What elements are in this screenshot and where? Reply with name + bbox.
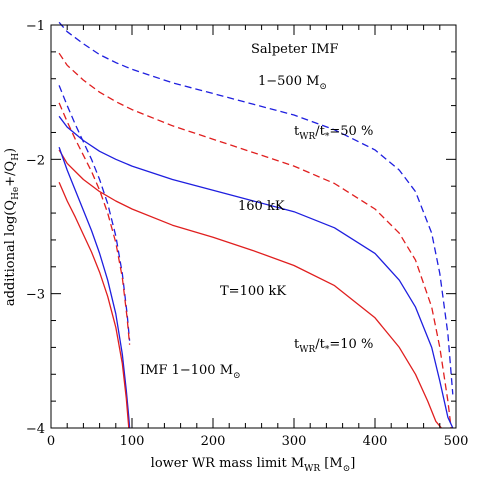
y-tick-label: −4: [26, 422, 45, 437]
slash-t: /t: [315, 337, 325, 352]
y-axis-title-a: additional log(Q: [3, 200, 18, 306]
series-line-blue-dashed-4: [58, 85, 131, 341]
x-tick-label: 400: [363, 434, 388, 449]
y-axis-title-he: He: [11, 187, 21, 200]
series-line-red-solid-7: [58, 181, 130, 429]
annotation-frac-50: tWR/t*=50 %: [294, 124, 373, 142]
x-axis-title-sub: WR: [304, 464, 320, 474]
annotation-frac-10: tWR/t*=10 %: [294, 337, 373, 355]
star-subscript: *: [325, 132, 330, 142]
plot-frame: [50, 24, 457, 429]
annotation-100kk: T=100 kK: [220, 284, 286, 299]
y-axis-title-mid: +/Q: [3, 161, 18, 187]
y-tick-label: −3: [26, 288, 45, 303]
y-axis-title-end: ): [3, 148, 18, 153]
x-tick-label: 0: [47, 434, 55, 449]
data-curves: [58, 21, 454, 429]
series-line-blue-solid-2: [58, 115, 454, 429]
x-axis-title-close: ]: [350, 456, 355, 471]
y-axis-title-h: H: [11, 153, 21, 161]
series-line-red-dashed-1: [58, 52, 452, 429]
wr-subscript: WR: [299, 132, 315, 142]
axis-ticks: 0 100 200 300 400 500 −4 −3 −2 −1: [26, 19, 469, 449]
x-axis-title-tail: [M: [320, 456, 343, 471]
x-tick-label: 100: [120, 434, 145, 449]
annotation-imf-small: IMF 1−100 M⊙: [140, 363, 241, 381]
annotation-mass-range: 1−500 M⊙: [258, 74, 327, 92]
series-line-red-dashed-5: [58, 102, 131, 345]
t-symbol: t: [294, 337, 300, 352]
annotation-salpeter: Salpeter IMF: [251, 42, 339, 57]
y-tick-label: −1: [26, 19, 45, 34]
y-axis-title: additional log(QHe+/QH): [3, 148, 21, 306]
annotation-mass-range-text: 1−500 M: [258, 74, 319, 89]
sun-symbol: ⊙: [319, 82, 327, 92]
x-tick-label: 500: [444, 434, 469, 449]
sun-symbol: ⊙: [233, 371, 241, 381]
y-tick-label: −2: [26, 153, 45, 168]
series-line-red-solid-3: [58, 149, 442, 429]
wr-subscript: WR: [299, 345, 315, 355]
frac-10-value: =10 %: [329, 337, 373, 352]
t-symbol: t: [294, 124, 300, 139]
slash-t: /t: [315, 124, 325, 139]
x-axis-title-text: lower WR mass limit M: [151, 456, 304, 471]
x-tick-label: 300: [282, 434, 307, 449]
annotation-imf-small-text: IMF 1−100 M: [140, 363, 233, 378]
x-tick-label: 200: [201, 434, 226, 449]
series-line-blue-dashed-0: [58, 21, 454, 395]
series-line-blue-solid-6: [58, 146, 131, 429]
sun-symbol: ⊙: [343, 464, 351, 474]
annotation-160kk: 160 kK: [238, 199, 285, 214]
star-subscript: *: [325, 345, 330, 355]
x-axis-title: lower WR mass limit MWR [M⊙]: [151, 456, 356, 474]
frac-50-value: =50 %: [329, 124, 373, 139]
